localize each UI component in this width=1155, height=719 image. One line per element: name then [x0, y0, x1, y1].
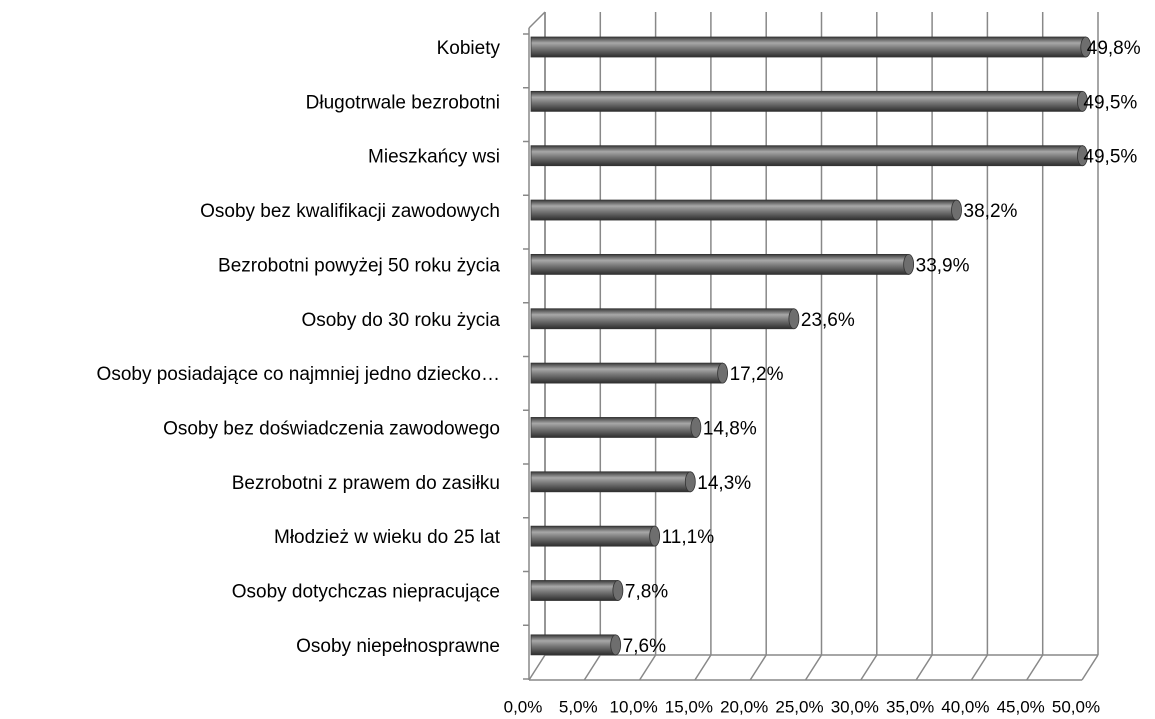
x-tick-label: 40,0% — [941, 697, 989, 716]
category-label: Bezrobotni powyżej 50 roku życia — [218, 255, 500, 276]
x-tick-label: 25,0% — [775, 697, 823, 716]
x-tick-label: 30,0% — [831, 697, 879, 716]
value-label: 17,2% — [730, 364, 784, 385]
bar-cap — [1077, 145, 1088, 167]
bar-cap — [903, 253, 915, 275]
value-label: 14,8% — [703, 418, 757, 439]
bar-cap — [951, 199, 962, 221]
grid-line — [638, 654, 657, 681]
bar — [530, 90, 1083, 112]
x-tick-label: 20,0% — [720, 697, 768, 716]
bar — [530, 253, 910, 275]
bar — [530, 471, 691, 493]
bar-cap — [649, 525, 661, 547]
x-tick-label: 5,0% — [559, 697, 598, 716]
category-label: Osoby bez kwalifikacji zawodowych — [200, 201, 500, 222]
bar — [530, 525, 656, 547]
value-label: 33,9% — [916, 255, 970, 276]
bar-cap — [1080, 36, 1092, 58]
category-label: Osoby do 30 roku życia — [301, 310, 500, 331]
grid-line — [528, 654, 546, 681]
value-label: 49,5% — [1083, 92, 1137, 113]
x-tick-label: 10,0% — [609, 697, 657, 716]
x-tick-label: 15,0% — [665, 697, 713, 716]
bar — [530, 580, 619, 601]
category-label: Kobiety — [437, 38, 501, 59]
bar — [530, 199, 957, 221]
bar — [530, 308, 795, 330]
category-label: Długotrwale bezrobotni — [306, 92, 500, 113]
category-label: Osoby dotychczas niepracujące — [232, 582, 500, 603]
value-label: 14,3% — [697, 473, 751, 494]
bar-cap — [717, 362, 729, 384]
category-label: Bezrobotni z prawem do zasiłku — [232, 473, 500, 494]
x-tick-label: 0,0% — [504, 697, 543, 716]
value-label: 49,5% — [1083, 147, 1137, 168]
x-tick-label: 45,0% — [997, 697, 1045, 716]
value-label: 7,8% — [625, 582, 668, 603]
value-label: 11,1% — [662, 527, 715, 548]
grid-line — [583, 654, 601, 681]
grid-line — [1026, 654, 1044, 681]
grid-line — [860, 654, 878, 681]
bar — [530, 145, 1083, 167]
value-label: 38,2% — [964, 201, 1018, 222]
category-label: Osoby niepełnosprawne — [296, 636, 500, 657]
bar — [530, 417, 697, 438]
bar-cap — [788, 308, 800, 330]
bar-cap — [610, 634, 622, 656]
x-tick-label: 35,0% — [886, 697, 934, 716]
grid-line — [804, 654, 823, 681]
value-label: 7,6% — [623, 636, 666, 657]
category-label: Osoby posiadające co najmniej jedno dzie… — [97, 364, 500, 385]
grid-line — [915, 654, 933, 681]
bar-cap — [684, 471, 696, 493]
category-label: Osoby bez doświadczenia zawodowego — [163, 418, 500, 439]
value-label: 23,6% — [801, 310, 855, 331]
value-label: 49,8% — [1087, 38, 1141, 59]
x-tick-label: 50,0% — [1052, 697, 1100, 716]
bar-cap — [690, 417, 702, 438]
grid-line — [749, 654, 767, 681]
axis-wall — [528, 11, 546, 29]
bar-cap — [1077, 90, 1088, 112]
grid-line — [1081, 654, 1099, 681]
grid-line — [970, 654, 989, 681]
bar — [530, 634, 617, 656]
bar — [530, 362, 724, 384]
bar-cap — [612, 580, 624, 601]
bar — [530, 36, 1087, 58]
category-label: Mieszkańcy wsi — [368, 147, 500, 168]
category-label: Młodzież w wieku do 25 lat — [274, 527, 501, 548]
grid-line — [694, 654, 712, 681]
